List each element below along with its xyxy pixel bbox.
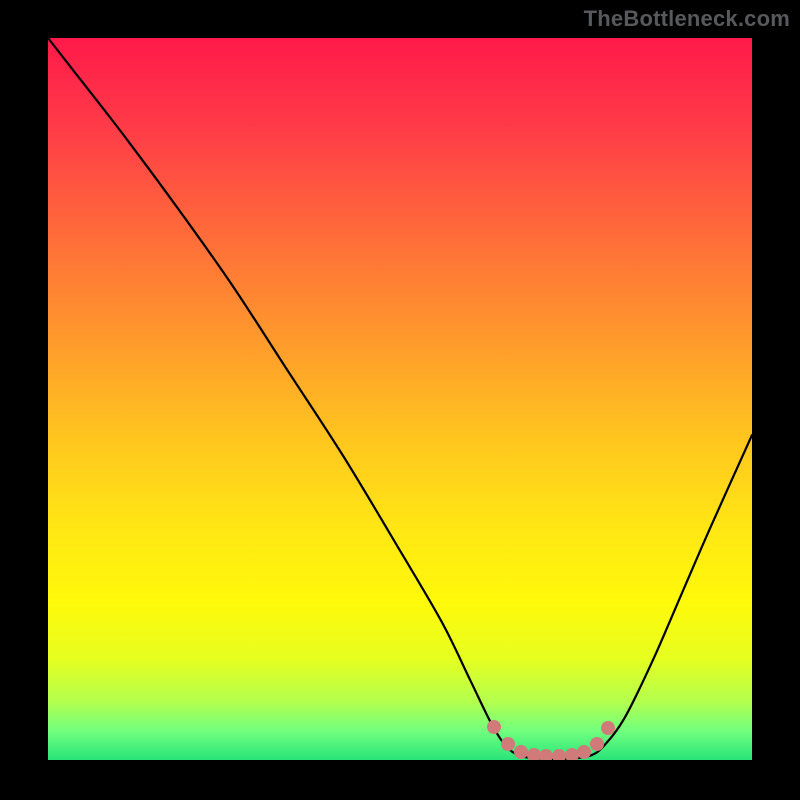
- sweet-spot-marker: [577, 745, 591, 759]
- markers-layer: [48, 38, 752, 760]
- plot-gradient-panel: [48, 38, 752, 760]
- sweet-spot-marker: [514, 745, 528, 759]
- sweet-spot-marker: [601, 721, 615, 735]
- watermark-text: TheBottleneck.com: [584, 6, 790, 32]
- chart-root: TheBottleneck.com: [0, 0, 800, 800]
- sweet-spot-marker: [501, 737, 515, 751]
- sweet-spot-marker: [487, 720, 501, 734]
- sweet-spot-marker: [590, 737, 604, 751]
